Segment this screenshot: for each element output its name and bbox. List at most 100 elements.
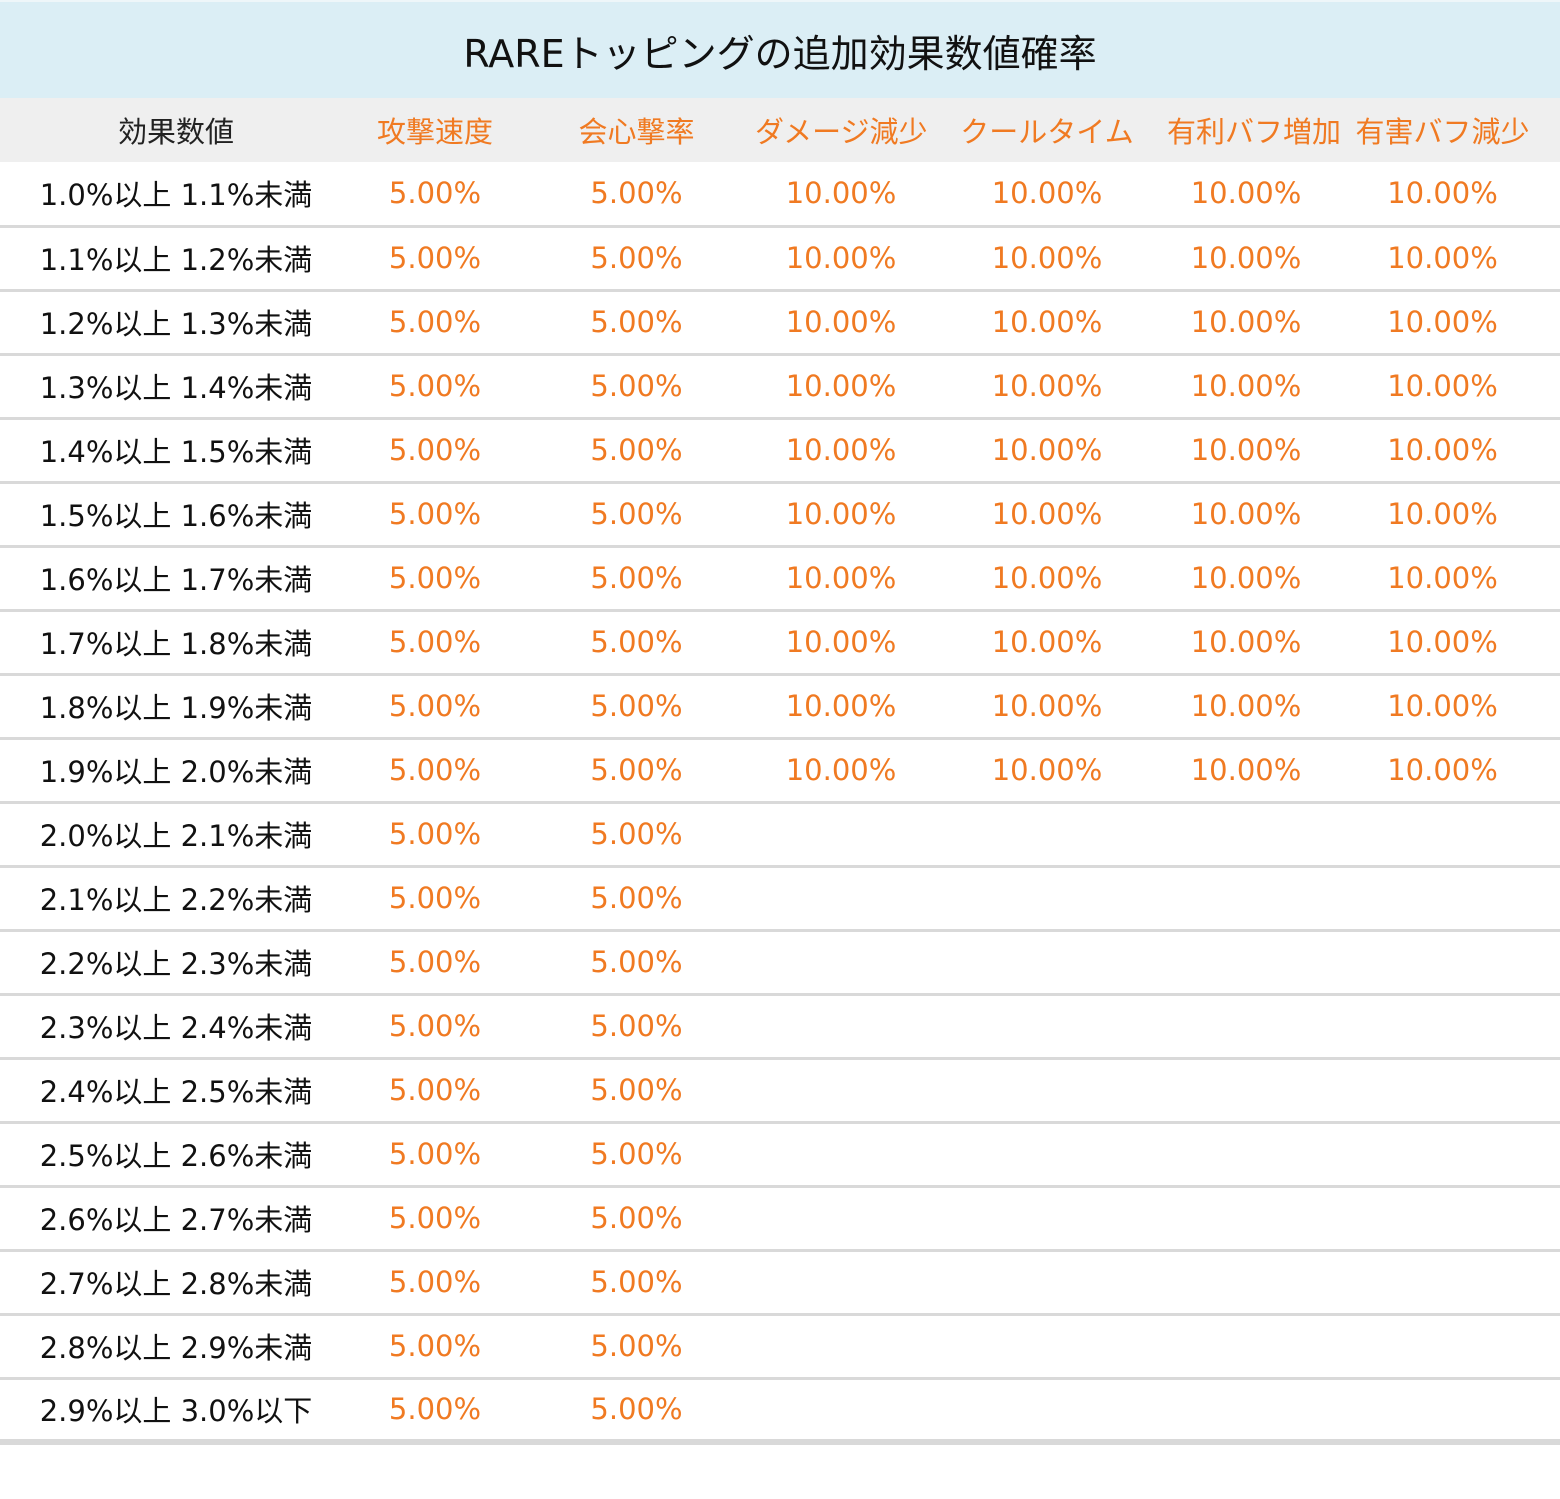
table-row: 1.7%以上 1.8%未満 5.00% 5.00% 10.00% 10.00% 10.00… (0, 608, 1560, 674)
value-cell-damage-reduction: 10.00% (785, 176, 897, 211)
value-cell-attack-speed: 5.00% (352, 224, 518, 290)
value-cell-debuff-reduction: 10.00% (1325, 672, 1560, 738)
value-cell-crit-rate: 5.00% (590, 176, 683, 211)
header-crit-rate: 会心撃率 (578, 115, 695, 149)
value-cell-debuff-reduction: 10.00% (1325, 416, 1560, 482)
value-cell-debuff-reduction: 10.00% (1325, 544, 1560, 610)
range-cell: 2.3%以上 2.4%未満 (0, 992, 352, 1058)
table-row: 2.0%以上 2.1%未満 5.00% 5.00% (0, 800, 1560, 866)
value-cell-debuff-reduction: 10.00% (1387, 176, 1498, 211)
value-cell-cooldown (927, 864, 1167, 930)
value-cell-attack-speed: 5.00% (352, 1376, 518, 1445)
range-cell: 1.6%以上 1.7%未満 (0, 544, 352, 610)
value-cell-buff-increase (1167, 1312, 1325, 1378)
value-cell-crit-rate: 5.00% (518, 672, 755, 738)
value-cell-cooldown: 10.00% (927, 416, 1167, 482)
value-cell-damage-reduction (755, 928, 927, 994)
value-cell-debuff-reduction: 10.00% (1325, 288, 1560, 354)
header-effect-value: 効果数値 (117, 115, 234, 149)
value-cell-crit-rate: 5.00% (518, 416, 755, 482)
value-cell-attack-speed: 5.00% (352, 1056, 518, 1122)
value-cell-cooldown (927, 1056, 1167, 1122)
value-cell-debuff-reduction (1325, 928, 1560, 994)
value-cell-damage-reduction (755, 864, 927, 930)
range-cell: 2.0%以上 2.1%未満 (0, 800, 352, 866)
value-cell-crit-rate: 5.00% (518, 1056, 755, 1122)
range-cell: 1.5%以上 1.6%未満 (0, 480, 352, 546)
table-row: 1.2%以上 1.3%未満 5.00% 5.00% 10.00% 10.00% 10.00… (0, 288, 1560, 354)
value-cell-damage-reduction (755, 1120, 927, 1186)
value-cell-damage-reduction (755, 1184, 927, 1250)
value-cell-crit-rate: 5.00% (518, 736, 755, 802)
value-cell-debuff-reduction: 10.00% (1325, 736, 1560, 802)
value-cell-crit-rate: 5.00% (518, 1312, 755, 1378)
value-cell-attack-speed: 5.00% (352, 1248, 518, 1314)
value-cell-crit-rate: 5.00% (518, 224, 755, 290)
value-cell-cooldown (927, 928, 1167, 994)
value-cell-cooldown (927, 1120, 1167, 1186)
value-cell-buff-increase (1167, 1248, 1325, 1314)
value-cell-buff-increase: 10.00% (1167, 736, 1325, 802)
value-cell-buff-increase (1167, 992, 1325, 1058)
range-cell: 1.4%以上 1.5%未満 (0, 416, 352, 482)
value-cell-crit-rate: 5.00% (518, 544, 755, 610)
value-cell-damage-reduction: 10.00% (755, 672, 927, 738)
value-cell-damage-reduction: 10.00% (755, 224, 927, 290)
value-cell-damage-reduction (755, 1056, 927, 1122)
value-cell-crit-rate: 5.00% (518, 928, 755, 994)
value-cell-debuff-reduction (1325, 1376, 1560, 1445)
table-row: 2.3%以上 2.4%未満 5.00% 5.00% (0, 992, 1560, 1058)
value-cell-attack-speed: 5.00% (352, 672, 518, 738)
table-row: 2.2%以上 2.3%未満 5.00% 5.00% (0, 928, 1560, 994)
range-cell: 1.2%以上 1.3%未満 (0, 288, 352, 354)
value-cell-buff-increase (1167, 1376, 1325, 1445)
table-row: 1.4%以上 1.5%未満 5.00% 5.00% 10.00% 10.00% 10.00… (0, 416, 1560, 482)
header-damage-reduction: ダメージ減少 (755, 115, 928, 149)
title-bar: RAREトッピングの追加効果数値確率 (0, 0, 1560, 98)
value-cell-crit-rate: 5.00% (518, 352, 755, 418)
header-row: 効果数値 攻撃速度 会心撃率 ダメージ減少 クールタイム 有利バフ増加 有害バフ… (0, 98, 1560, 162)
value-cell-damage-reduction (755, 992, 927, 1058)
range-cell: 2.2%以上 2.3%未満 (0, 928, 352, 994)
table-row: 2.1%以上 2.2%未満 5.00% 5.00% (0, 864, 1560, 930)
value-cell-buff-increase (1167, 1184, 1325, 1250)
value-cell-cooldown (927, 1248, 1167, 1314)
value-cell-crit-rate: 5.00% (518, 1376, 755, 1445)
value-cell-buff-increase: 10.00% (1167, 608, 1325, 674)
value-cell-cooldown (927, 1376, 1167, 1445)
value-cell-cooldown: 10.00% (927, 288, 1167, 354)
value-cell-crit-rate: 5.00% (518, 288, 755, 354)
value-cell-buff-increase: 10.00% (1167, 352, 1325, 418)
value-cell-crit-rate: 5.00% (518, 608, 755, 674)
value-cell-attack-speed: 5.00% (352, 1120, 518, 1186)
value-cell-debuff-reduction (1325, 800, 1560, 866)
range-cell: 1.9%以上 2.0%未満 (0, 736, 352, 802)
range-cell: 1.1%以上 1.2%未満 (0, 224, 352, 290)
value-cell-buff-increase (1167, 928, 1325, 994)
table-row: 1.6%以上 1.7%未満 5.00% 5.00% 10.00% 10.00% 10.00… (0, 544, 1560, 610)
value-cell-damage-reduction (755, 1312, 927, 1378)
value-cell-damage-reduction: 10.00% (755, 416, 927, 482)
value-cell-buff-increase: 10.00% (1167, 288, 1325, 354)
value-cell-cooldown: 10.00% (927, 480, 1167, 546)
range-cell: 1.7%以上 1.8%未満 (0, 608, 352, 674)
header-attack-speed: 攻撃速度 (376, 115, 493, 149)
value-cell-attack-speed: 5.00% (352, 928, 518, 994)
range-cell: 2.7%以上 2.8%未満 (0, 1248, 352, 1314)
table-row: 1.9%以上 2.0%未満 5.00% 5.00% 10.00% 10.00% 10.00… (0, 736, 1560, 802)
value-cell-buff-increase: 10.00% (1167, 416, 1325, 482)
value-cell-cooldown (927, 1312, 1167, 1378)
range-cell: 1.3%以上 1.4%未満 (0, 352, 352, 418)
value-cell-cooldown: 10.00% (927, 224, 1167, 290)
table-row: 1.5%以上 1.6%未満 5.00% 5.00% 10.00% 10.00% 10.00… (0, 480, 1560, 546)
value-cell-crit-rate: 5.00% (518, 992, 755, 1058)
table-row: 1.0%以上 1.1%未満 5.00% 5.00% 10.00% 10.00% 10.00… (0, 162, 1560, 226)
table-row: 1.1%以上 1.2%未満 5.00% 5.00% 10.00% 10.00% 10.00… (0, 224, 1560, 290)
value-cell-cooldown: 10.00% (991, 176, 1103, 211)
value-cell-damage-reduction: 10.00% (755, 736, 927, 802)
value-cell-crit-rate: 5.00% (518, 864, 755, 930)
value-cell-debuff-reduction (1325, 1312, 1560, 1378)
value-cell-attack-speed: 5.00% (352, 992, 518, 1058)
table-row: 2.8%以上 2.9%未満 5.00% 5.00% (0, 1312, 1560, 1378)
